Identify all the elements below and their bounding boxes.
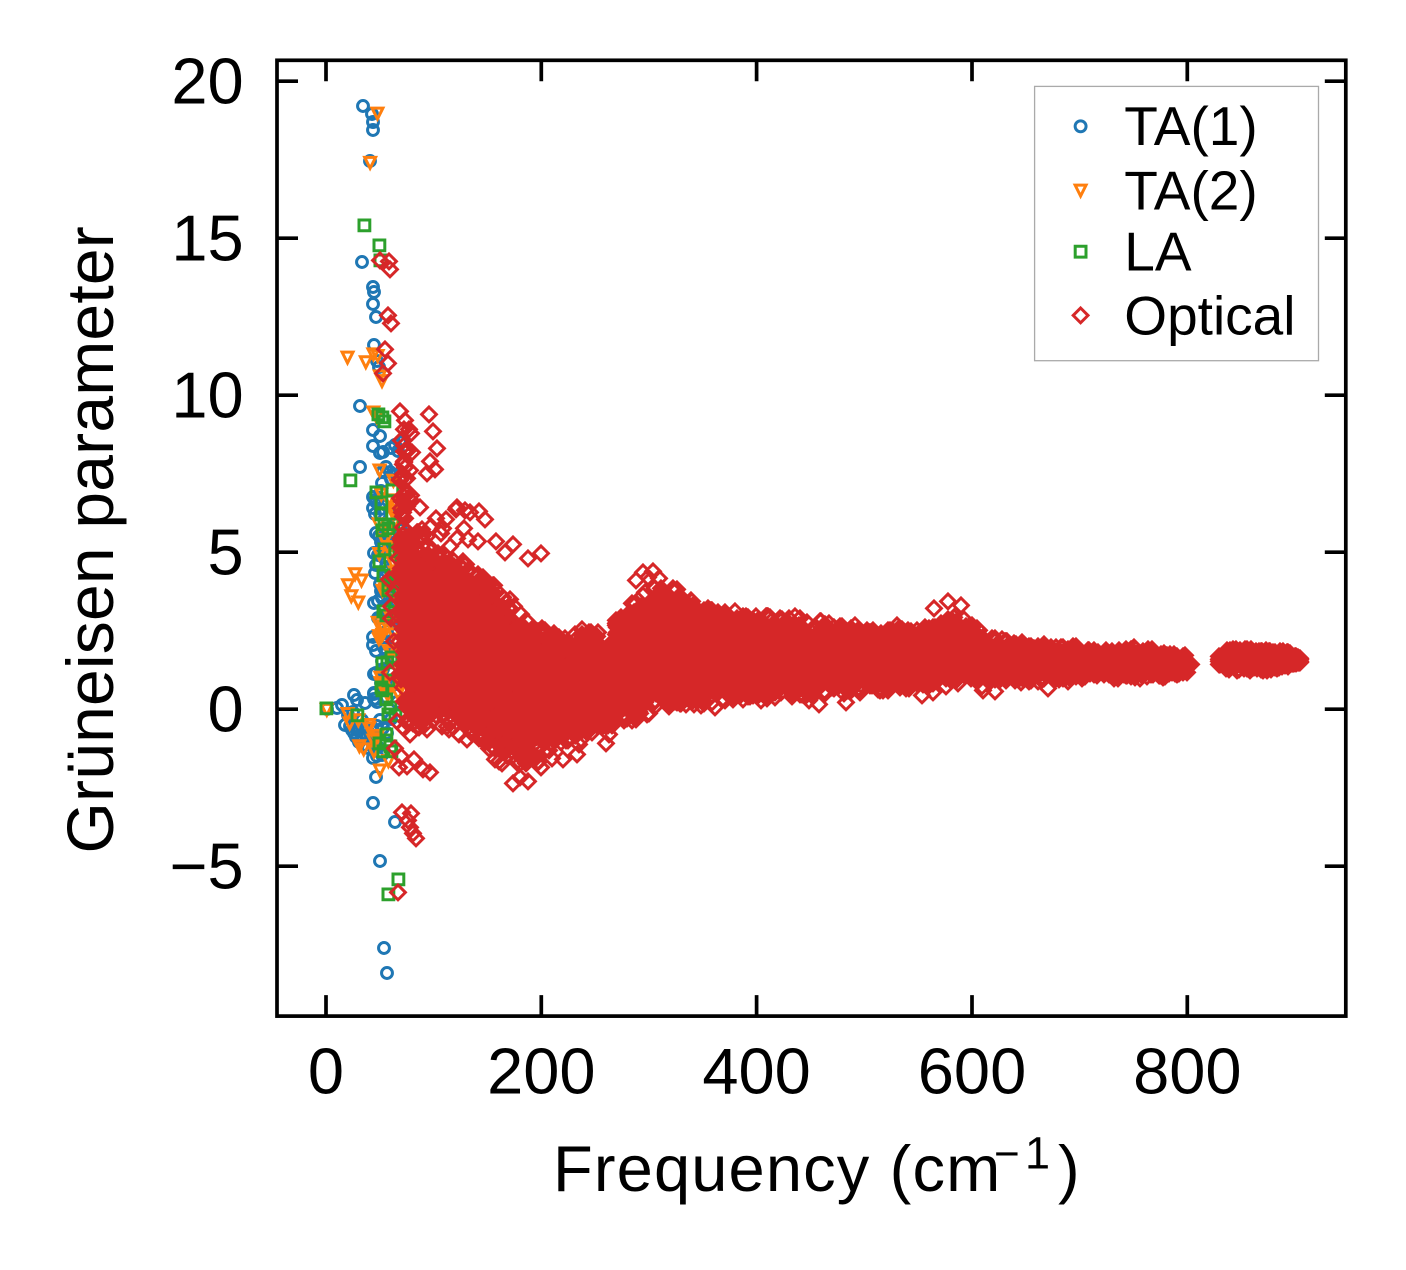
svg-text:200: 200 — [487, 1034, 595, 1107]
svg-text:): ) — [1058, 1132, 1080, 1205]
svg-text:Frequency (cm: Frequency (cm — [553, 1132, 1001, 1205]
svg-text:600: 600 — [918, 1034, 1026, 1107]
svg-text:10: 10 — [171, 359, 243, 432]
svg-text:0: 0 — [308, 1034, 344, 1107]
svg-text:20: 20 — [171, 45, 243, 118]
svg-text:Optical: Optical — [1124, 284, 1295, 346]
svg-text:TA(1): TA(1) — [1124, 95, 1257, 157]
svg-text:−5: −5 — [170, 830, 244, 903]
svg-text:800: 800 — [1133, 1034, 1241, 1107]
svg-text:LA: LA — [1124, 221, 1192, 283]
svg-text:1: 1 — [1025, 1128, 1050, 1179]
svg-text:−: − — [994, 1130, 1020, 1179]
svg-text:5: 5 — [208, 516, 244, 589]
svg-text:400: 400 — [702, 1034, 810, 1107]
svg-text:TA(2): TA(2) — [1124, 160, 1257, 222]
svg-text:0: 0 — [208, 673, 244, 746]
svg-text:Grüneisen parameter: Grüneisen parameter — [53, 226, 127, 853]
svg-text:15: 15 — [171, 202, 243, 275]
